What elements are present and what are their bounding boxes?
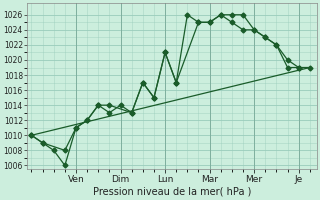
X-axis label: Pression niveau de la mer( hPa ): Pression niveau de la mer( hPa ) <box>92 187 251 197</box>
